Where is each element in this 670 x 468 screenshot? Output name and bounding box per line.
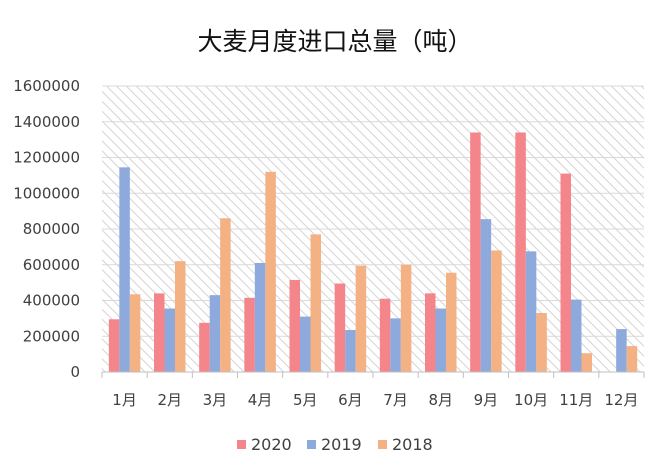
bar-2020-1	[108, 319, 120, 372]
bar-2019-11	[571, 299, 582, 372]
x-tick-label: 4月	[248, 391, 273, 409]
bar-2020-10	[515, 132, 526, 372]
x-tick-label: 3月	[203, 391, 228, 409]
x-tick-label: 5月	[293, 391, 318, 409]
bar-2020-3	[199, 322, 210, 372]
legend-label-2018: 2018	[392, 435, 433, 454]
bar-2018-7	[400, 264, 412, 372]
y-tick-label: 1600000	[13, 77, 80, 95]
chart-title: 大麦月度进口总量（吨）	[197, 27, 472, 56]
gridlines	[102, 85, 644, 337]
bar-2018-5	[310, 234, 321, 372]
y-tick-label: 400000	[23, 292, 80, 310]
bar-2019-8	[435, 308, 446, 372]
bar-2018-4	[265, 171, 276, 372]
x-tick-label: 11月	[559, 391, 593, 409]
bar-2018-6	[355, 265, 367, 372]
x-tick-label: 8月	[428, 391, 453, 409]
bar-2020-7	[379, 298, 391, 372]
bar-2020-4	[244, 297, 255, 372]
bar-2019-3	[209, 295, 221, 372]
bar-2020-11	[560, 173, 571, 372]
axes: 0 200000 400000 600000 800000 1000000 1200000 1…	[13, 77, 645, 409]
bar-2018-12	[626, 346, 638, 372]
y-tick-label: 200000	[23, 327, 80, 345]
bar-2020-6	[334, 283, 346, 372]
y-tick-label: 1000000	[13, 184, 80, 202]
legend-swatch-2019	[307, 440, 316, 449]
bar-2018-9	[491, 250, 502, 372]
bar-2019-10	[525, 251, 537, 372]
bar-2019-5	[300, 316, 311, 372]
x-tick-label: 9月	[474, 391, 499, 409]
bar-2018-1	[129, 294, 141, 372]
legend-label-2020: 2020	[251, 435, 292, 454]
bar-2019-1	[119, 167, 130, 372]
bar-2018-3	[220, 218, 231, 372]
bar-2019-6	[345, 329, 356, 372]
x-tick-label: 6月	[338, 391, 363, 409]
y-tick-label: 0	[70, 363, 80, 381]
bar-2020-5	[289, 279, 300, 372]
bar-2019-2	[164, 308, 175, 372]
bar-2020-9	[470, 132, 481, 372]
bar-2018-2	[175, 261, 186, 372]
bars	[108, 132, 638, 372]
y-tick-label: 1200000	[13, 149, 80, 167]
bar-2018-8	[446, 272, 457, 372]
bar-2019-7	[390, 318, 401, 372]
x-tick-label: 2月	[157, 391, 182, 409]
bar-2019-4	[254, 262, 266, 372]
legend: 2020 2019 2018	[237, 435, 433, 454]
legend-swatch-2018	[378, 440, 387, 449]
bar-2019-9	[480, 219, 492, 372]
legend-label-2019: 2019	[321, 435, 362, 454]
legend-swatch-2020	[237, 440, 246, 449]
x-tick-label: 12月	[604, 391, 638, 409]
y-tick-label: 1400000	[13, 113, 80, 131]
x-tick-label: 1月	[112, 391, 137, 409]
bar-2020-8	[425, 293, 436, 372]
bar-2019-12	[616, 329, 627, 372]
y-tick-label: 600000	[23, 256, 80, 274]
bar-2018-11	[581, 353, 592, 372]
x-tick-label: 7月	[383, 391, 408, 409]
y-tick-label: 800000	[23, 220, 80, 238]
bar-2018-10	[536, 313, 547, 372]
bar-2020-2	[154, 293, 165, 372]
x-tick-label: 10月	[514, 391, 548, 409]
